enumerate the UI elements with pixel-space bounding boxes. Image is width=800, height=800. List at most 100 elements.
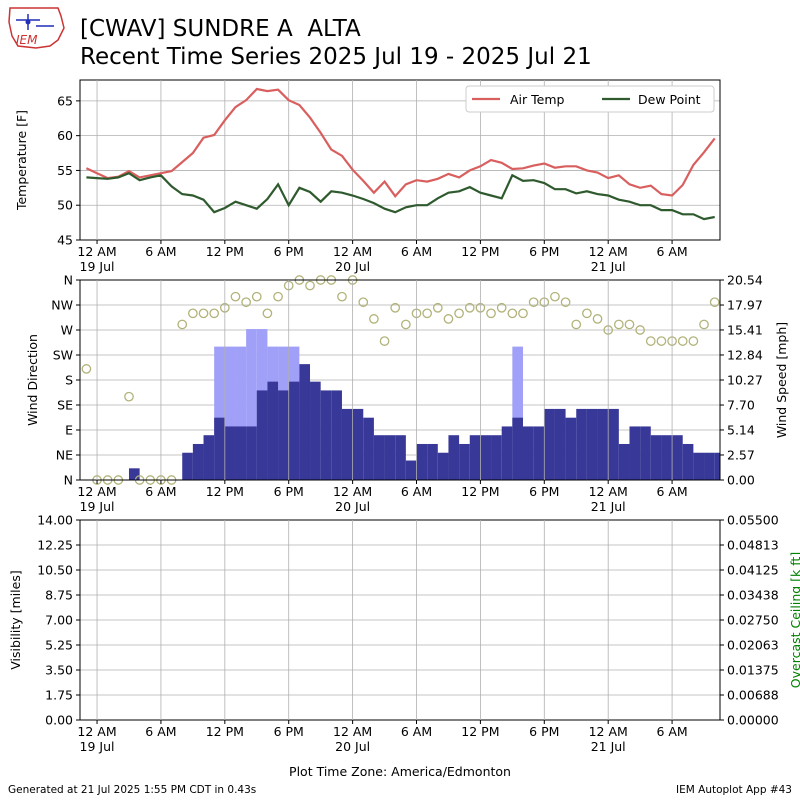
speed-tick-label: 12.84 xyxy=(727,347,763,362)
wind-direction-point xyxy=(177,319,188,330)
wind-direction-point xyxy=(582,308,592,319)
x-tick-date-label: 20 Jul xyxy=(335,739,370,754)
visibility-panel: 0.00 0.00000 1.75 0.00688 3.50 0.01375 5.25 0.0… xyxy=(8,513,800,755)
x-tick-label: 12 AM xyxy=(589,244,628,259)
wind-speed-bar xyxy=(682,443,694,480)
wind-direction-point xyxy=(709,297,720,308)
wind-speed-bar xyxy=(618,443,630,480)
direction-tick-label: N xyxy=(64,273,73,288)
wind-direction-point xyxy=(645,336,656,346)
x-tick-label: 12 AM xyxy=(333,484,372,499)
legend-box xyxy=(465,85,715,113)
x-tick-label: 12 PM xyxy=(461,244,499,259)
wind-speed-bar xyxy=(299,364,311,480)
wind-direction-point xyxy=(273,291,283,302)
wind-direction-point xyxy=(432,302,443,313)
direction-tick-label: NW xyxy=(51,298,73,313)
x-tick-label: 6 AM xyxy=(145,724,176,739)
x-tick-date-label: 20 Jul xyxy=(335,259,370,274)
wind-speed-bar xyxy=(469,435,481,480)
wind-direction-point xyxy=(401,319,411,330)
visibility-tick-label: 8.75 xyxy=(45,588,73,603)
y-tick-label: 65 xyxy=(57,93,73,108)
x-tick-label: 6 AM xyxy=(656,244,687,259)
speed-tick-label: 10.27 xyxy=(727,373,763,388)
x-tick-label: 6 PM xyxy=(529,244,559,259)
wind-speed-bar xyxy=(437,452,449,480)
x-tick-label: 12 AM xyxy=(77,244,116,259)
wind-direction-point xyxy=(550,291,560,302)
wind-speed-bar xyxy=(288,381,300,480)
wind-speed-bar xyxy=(214,417,225,480)
x-tick-date-label: 21 Jul xyxy=(591,739,626,754)
panel-frame xyxy=(79,519,721,721)
svg-text:IEM: IEM xyxy=(16,33,38,47)
wind-speed-bar xyxy=(278,390,289,480)
wind-direction-point xyxy=(251,291,262,302)
visibility-tick-label: 5.25 xyxy=(45,638,73,653)
wind-speed-bar xyxy=(650,435,662,480)
x-tick-label: 6 AM xyxy=(401,244,432,259)
x-tick-date-label: 19 Jul xyxy=(80,259,115,274)
wind-direction-point xyxy=(688,336,699,346)
x-tick-label: 12 AM xyxy=(333,244,372,259)
wind-direction-point xyxy=(209,308,220,319)
wind-direction-point xyxy=(571,319,582,330)
wind-speed-bar xyxy=(203,435,215,480)
visibility-tick-label: 1.75 xyxy=(45,688,73,703)
x-tick-label: 12 PM xyxy=(461,484,499,499)
direction-tick-label: W xyxy=(61,323,73,338)
x-tick-date-label: 19 Jul xyxy=(80,739,115,754)
wind-speed-bar xyxy=(629,426,641,480)
x-tick-label: 12 AM xyxy=(589,484,628,499)
x-tick-label: 6 AM xyxy=(401,724,432,739)
x-tick-label: 6 PM xyxy=(274,484,304,499)
wind-speed-bar xyxy=(480,435,492,480)
ceiling-tick-label: 0.02063 xyxy=(727,638,779,653)
x-tick-label: 12 AM xyxy=(333,724,372,739)
x-tick-label: 6 AM xyxy=(401,484,432,499)
wind-direction-point xyxy=(486,308,496,319)
wind-direction-point xyxy=(507,308,518,319)
legend-label-dew-point: Dew Point xyxy=(638,92,701,107)
ceiling-tick-label: 0.00688 xyxy=(727,688,779,703)
wind-direction-point xyxy=(358,297,369,308)
y2-axis-label-speed: Wind Speed [mph] xyxy=(774,322,789,438)
speed-tick-label: 15.41 xyxy=(727,322,763,337)
legend: Air Temp Dew Point xyxy=(465,85,715,113)
direction-tick-label: NE xyxy=(56,448,73,463)
y-tick-label: 45 xyxy=(57,233,73,248)
wind-direction-point xyxy=(592,314,603,324)
wind-speed-bar xyxy=(331,390,342,480)
wind-direction-point xyxy=(518,308,528,319)
x-tick-label: 6 PM xyxy=(274,724,304,739)
wind-direction-point xyxy=(464,302,475,313)
legend-label-air-temp: Air Temp xyxy=(510,92,565,107)
ceiling-tick-label: 0.04813 xyxy=(727,538,779,553)
wind-speed-bar xyxy=(416,443,428,480)
wind-speed-bar xyxy=(384,435,396,480)
wind-speed-bar xyxy=(576,408,587,480)
visibility-tick-label: 14.00 xyxy=(37,513,73,528)
wind-speed-bar xyxy=(128,468,140,480)
wind-speed-bar xyxy=(182,452,193,480)
wind-gust-bar xyxy=(512,346,523,480)
x-tick-label: 6 PM xyxy=(274,244,304,259)
air-temp-line xyxy=(85,87,716,198)
wind-direction-point xyxy=(369,314,379,324)
ceiling-tick-label: 0.03438 xyxy=(727,588,779,603)
wind-speed-bar xyxy=(565,417,577,480)
wind-speed-bar xyxy=(512,417,523,480)
y-axis-label-direction: Wind Direction xyxy=(25,334,40,426)
wind-direction-point xyxy=(496,302,507,313)
wind-direction-point xyxy=(337,291,347,302)
wind-speed-bar xyxy=(640,426,651,480)
wind-direction-point xyxy=(305,280,315,291)
wind-speed-bar xyxy=(597,408,609,480)
wind-direction-point xyxy=(624,319,635,330)
visibility-tick-label: 12.25 xyxy=(37,538,73,553)
wind-speed-bar xyxy=(491,435,502,480)
generated-note: Generated at 21 Jul 2025 1:55 PM CDT in … xyxy=(8,784,257,796)
